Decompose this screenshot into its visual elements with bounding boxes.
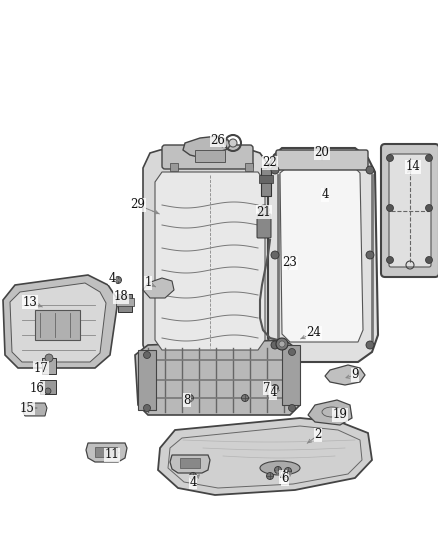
Circle shape bbox=[114, 277, 121, 284]
Text: 23: 23 bbox=[283, 256, 297, 270]
Circle shape bbox=[272, 384, 279, 392]
Polygon shape bbox=[155, 172, 265, 350]
Circle shape bbox=[386, 155, 393, 161]
Circle shape bbox=[386, 205, 393, 212]
Text: 29: 29 bbox=[131, 198, 145, 212]
FancyBboxPatch shape bbox=[162, 145, 253, 169]
Text: 4: 4 bbox=[269, 386, 277, 400]
Circle shape bbox=[425, 205, 432, 212]
Circle shape bbox=[285, 467, 292, 474]
Polygon shape bbox=[143, 143, 272, 372]
Bar bbox=[35, 310, 80, 340]
Circle shape bbox=[271, 251, 279, 259]
Text: 4: 4 bbox=[189, 475, 197, 489]
Polygon shape bbox=[3, 275, 118, 368]
Bar bbox=[195, 150, 225, 162]
Text: 26: 26 bbox=[211, 133, 226, 147]
Circle shape bbox=[279, 341, 285, 347]
Polygon shape bbox=[22, 403, 47, 416]
Polygon shape bbox=[325, 365, 365, 385]
Polygon shape bbox=[135, 340, 300, 415]
Circle shape bbox=[366, 251, 374, 259]
Circle shape bbox=[144, 351, 151, 359]
Polygon shape bbox=[268, 148, 378, 362]
Text: 4: 4 bbox=[279, 471, 287, 483]
Polygon shape bbox=[10, 283, 106, 362]
Text: 18: 18 bbox=[113, 290, 128, 303]
Polygon shape bbox=[170, 455, 210, 473]
Bar bbox=[116, 298, 134, 306]
Text: 9: 9 bbox=[351, 368, 359, 382]
Circle shape bbox=[425, 256, 432, 263]
Circle shape bbox=[276, 338, 288, 350]
Text: 19: 19 bbox=[332, 408, 347, 422]
Circle shape bbox=[275, 466, 282, 473]
Text: 8: 8 bbox=[184, 393, 191, 407]
Circle shape bbox=[271, 166, 279, 174]
Text: 20: 20 bbox=[314, 147, 329, 159]
Text: 21: 21 bbox=[257, 206, 272, 219]
Circle shape bbox=[259, 205, 269, 215]
Text: 11: 11 bbox=[105, 448, 120, 462]
Bar bbox=[42, 358, 56, 374]
Text: 14: 14 bbox=[406, 160, 420, 174]
Bar bbox=[180, 458, 200, 468]
Bar bbox=[170, 163, 178, 171]
Circle shape bbox=[425, 155, 432, 161]
Text: 4: 4 bbox=[321, 189, 329, 201]
Text: 15: 15 bbox=[20, 401, 35, 415]
Circle shape bbox=[266, 472, 273, 480]
Polygon shape bbox=[158, 418, 372, 495]
Bar bbox=[261, 168, 271, 196]
Polygon shape bbox=[86, 443, 127, 462]
Text: 16: 16 bbox=[29, 382, 44, 394]
Circle shape bbox=[289, 405, 296, 411]
Text: 13: 13 bbox=[23, 295, 37, 309]
Polygon shape bbox=[183, 136, 230, 157]
Text: 4: 4 bbox=[108, 271, 116, 285]
Polygon shape bbox=[143, 278, 174, 298]
Bar bbox=[95, 447, 117, 457]
Circle shape bbox=[45, 354, 53, 362]
Text: 7: 7 bbox=[263, 382, 271, 394]
Circle shape bbox=[271, 341, 279, 349]
Bar bbox=[138, 350, 156, 410]
Circle shape bbox=[45, 388, 51, 394]
Ellipse shape bbox=[260, 461, 300, 475]
Bar bbox=[40, 380, 56, 394]
FancyBboxPatch shape bbox=[257, 214, 271, 238]
Circle shape bbox=[241, 394, 248, 401]
Circle shape bbox=[366, 341, 374, 349]
FancyBboxPatch shape bbox=[276, 150, 368, 170]
FancyBboxPatch shape bbox=[381, 144, 438, 277]
Circle shape bbox=[386, 256, 393, 263]
Bar bbox=[282, 345, 300, 405]
Text: 2: 2 bbox=[314, 429, 321, 441]
Circle shape bbox=[187, 394, 194, 401]
Text: 6: 6 bbox=[281, 472, 289, 486]
FancyBboxPatch shape bbox=[389, 154, 431, 267]
Circle shape bbox=[366, 166, 374, 174]
Bar bbox=[259, 175, 273, 183]
Bar bbox=[245, 163, 253, 171]
Bar bbox=[118, 294, 132, 312]
Circle shape bbox=[229, 139, 237, 147]
Polygon shape bbox=[308, 400, 352, 425]
Text: 17: 17 bbox=[34, 361, 49, 375]
Circle shape bbox=[289, 349, 296, 356]
Circle shape bbox=[144, 405, 151, 411]
Polygon shape bbox=[280, 165, 363, 342]
Text: 22: 22 bbox=[263, 157, 277, 169]
Text: 24: 24 bbox=[307, 327, 321, 340]
Text: 1: 1 bbox=[144, 277, 152, 289]
Circle shape bbox=[190, 472, 197, 480]
